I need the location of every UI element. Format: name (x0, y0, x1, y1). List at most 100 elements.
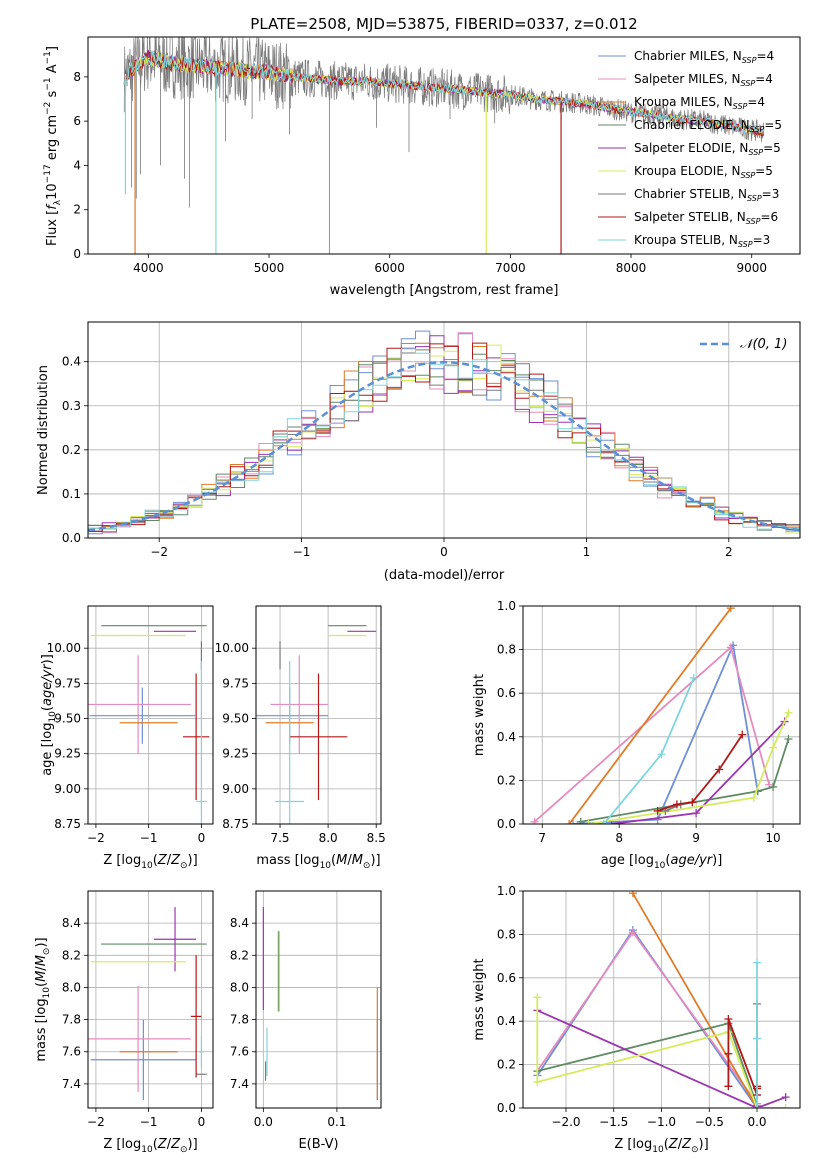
x-axis-label: mass [log10(M/M⊙)] (256, 853, 380, 871)
y-tick-label: 0.3 (62, 399, 81, 413)
mass_vs_Z-plot-area (88, 907, 207, 1100)
y-tick-label: 4 (73, 158, 81, 172)
y-tick-label: 0.4 (62, 355, 81, 369)
data-point-marker (784, 734, 793, 743)
series-line (632, 892, 758, 1108)
y-tick-label: 0.8 (497, 643, 516, 657)
y-tick-label: 10.00 (47, 641, 81, 655)
x-tick-label: 0.0 (254, 1115, 273, 1129)
y-tick-label: 10.00 (215, 641, 249, 655)
y-tick-label: 8.75 (54, 817, 81, 831)
x-tick-label: 7000 (495, 261, 526, 275)
x-tick-label: 8.0 (319, 831, 338, 845)
x-tick-label: −2.0 (551, 1115, 580, 1129)
data-point-marker (599, 820, 608, 824)
y-tick-label: 0.0 (497, 817, 516, 831)
spectrum-plot-area (123, 37, 765, 254)
axes-frame (522, 890, 801, 1109)
y-tick-label: 1.0 (497, 599, 516, 613)
data-point-marker (672, 800, 681, 809)
x-tick-label: 0 (198, 831, 206, 845)
x-axis-label: E(B-V) (298, 1137, 338, 1152)
data-point-marker (688, 798, 697, 807)
series-line (657, 734, 744, 812)
histogram-step (88, 348, 800, 536)
y-tick-label: 0.1 (62, 487, 81, 501)
y-axis-label: age [log10(age/yr)] (40, 654, 58, 776)
mass_vs_EBV-panel: 0.0 0.1 7.4 7.6 7.8 8.0 8.2 8.4 (230, 890, 382, 1129)
x-tick-label: 0 (440, 545, 448, 559)
x-axis-label: age [log10(age/yr)] (601, 853, 723, 871)
y-tick-label: 0.0 (62, 531, 81, 545)
data-point-marker (569, 820, 578, 824)
x-tick-label: −1 (140, 831, 158, 845)
data-point-marker (749, 793, 758, 802)
y-tick-label: 0.2 (62, 443, 81, 457)
y-tick-label: 8.4 (230, 916, 249, 930)
x-axis-label: Z [log10(Z/Z⊙)] (614, 1137, 708, 1155)
x-axis-label: Z [log10(Z/Z⊙)] (103, 1137, 197, 1155)
data-point-marker (753, 1034, 762, 1043)
y-tick-label: 8.4 (62, 916, 81, 930)
series-line (536, 930, 758, 1105)
age_vs_mass-plot-area (256, 625, 377, 824)
residuals-plot-area (88, 330, 800, 536)
legend-label: Kroupa MILES, NSSP=4 (634, 95, 765, 111)
axes-frame (522, 605, 801, 825)
weight_vs_Z-plot-area (533, 891, 790, 1108)
mass_vs_Z-panel: −2 −1 0 7.4 7.6 7.8 8.0 8.2 8.4 (62, 890, 214, 1129)
model-spectrum-line (123, 50, 765, 134)
legend-label: Kroupa ELODIE, NSSP=5 (634, 164, 773, 180)
data-point-marker (724, 1015, 733, 1024)
data-point-marker (769, 782, 778, 791)
legend: Chabrier MILES, NSSP=4 Salpeter MILES, NS… (598, 49, 782, 249)
age_vs_Z-panel: −2 −1 0 8.75 9.00 9.25 9.50 9.75 10.00 (47, 605, 214, 845)
age_vs_mass-panel: 7.5 8.0 8.5 8.75 9.00 9.25 9.50 9.75 10.00 (215, 605, 386, 845)
x-tick-label: 0.1 (327, 1115, 346, 1129)
y-tick-label: 0.6 (497, 686, 516, 700)
data-point-marker (738, 730, 747, 739)
y-tick-label: 8.2 (230, 948, 249, 962)
series-line (664, 803, 682, 812)
normal-reference-curve (88, 360, 800, 532)
y-tick-label: 7.4 (62, 1077, 81, 1091)
axes-frame (255, 605, 382, 825)
data-point-marker (628, 928, 637, 937)
y-tick-label: 9.25 (222, 747, 249, 761)
legend-label: 𝒩(0, 1) (740, 337, 787, 352)
figure-title: PLATE=2508, MJD=53875, FIBERID=0337, z=0… (250, 15, 637, 33)
data-point-marker (533, 1077, 542, 1086)
y-axis-label: mass [log10(M/M⊙)] (34, 937, 52, 1061)
legend-label: Salpeter STELIB, NSSP=6 (634, 210, 778, 226)
x-tick-label: −1 (140, 1115, 158, 1129)
x-tick-label: −2 (87, 1115, 105, 1129)
data-point-marker (724, 1082, 733, 1091)
y-tick-label: 9.75 (222, 676, 249, 690)
y-axis-label: Flux [fλ10−17 erg cm−2 s−1 A−1] (43, 46, 63, 246)
y-tick-label: 0.4 (497, 730, 516, 744)
x-axis-label: Z [log10(Z/Z⊙)] (103, 853, 197, 871)
data-point-marker (769, 743, 778, 752)
y-tick-label: 0.0 (497, 1101, 516, 1115)
x-axis-label: (data-model)/error (384, 568, 505, 583)
legend-label: Chabrier MILES, NSSP=4 (634, 49, 774, 65)
y-axis-label: Normed distribution (36, 365, 51, 495)
x-tick-label: 8000 (616, 261, 647, 275)
data-point-marker (724, 1049, 733, 1058)
x-axis-label: wavelength [Angstrom, rest frame] (330, 283, 559, 298)
series-line (588, 712, 790, 824)
x-tick-label: −2 (150, 545, 168, 559)
x-tick-label: 10 (765, 831, 780, 845)
y-tick-label: 8.0 (230, 980, 249, 994)
x-tick-label: 4000 (133, 261, 164, 275)
y-tick-label: 0.4 (497, 1014, 516, 1028)
y-tick-label: 0.2 (497, 773, 516, 787)
legend-label: Kroupa STELIB, NSSP=3 (634, 233, 770, 249)
y-tick-label: 0.8 (497, 927, 516, 941)
y-tick-label: 9.25 (54, 747, 81, 761)
x-tick-label: 8 (615, 831, 623, 845)
axes-frame (87, 605, 214, 825)
y-tick-label: 1.0 (497, 884, 516, 898)
y-tick-label: 6 (73, 114, 81, 128)
y-tick-label: 7.4 (230, 1077, 249, 1091)
